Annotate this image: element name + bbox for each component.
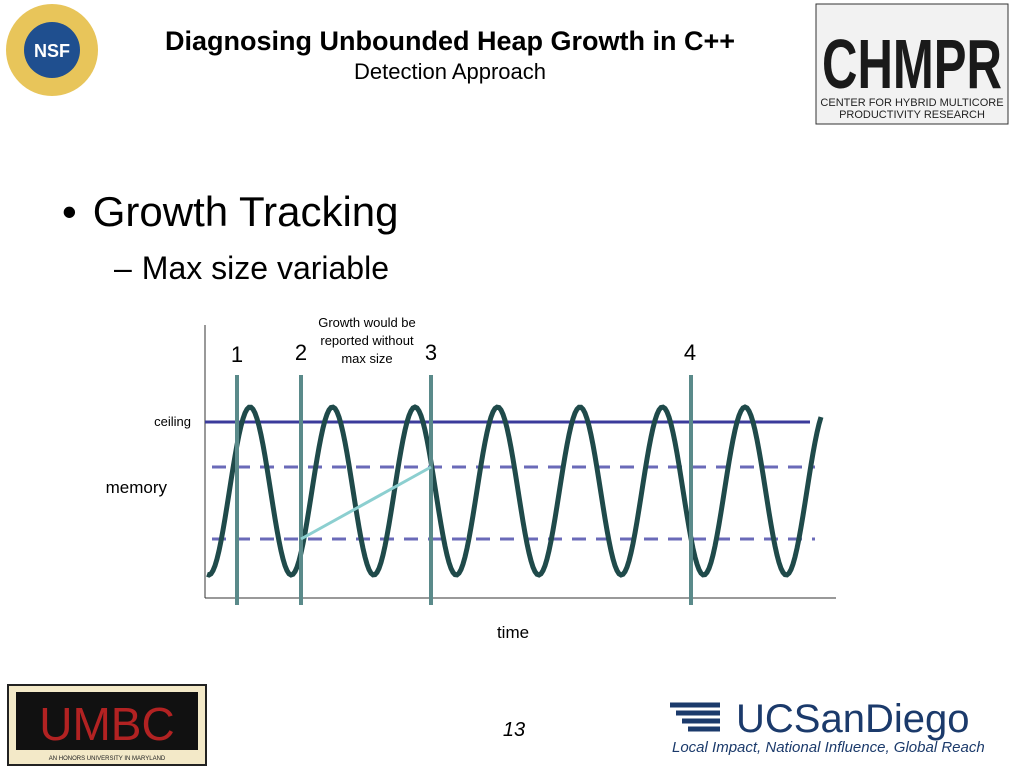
chmpr-caption: PRODUCTIVITY RESEARCH [839, 109, 985, 121]
nsf-text: NSF [34, 41, 70, 61]
marker-label: 3 [425, 340, 437, 365]
ucsd-tagline: Local Impact, National Influence, Global… [672, 739, 985, 756]
memory-wave [206, 404, 824, 578]
y-label: memory [106, 478, 168, 497]
bullet: • Growth Tracking [62, 188, 399, 235]
chmpr-logo: CHMPR CENTER FOR HYBRID MULTICORE PRODUC… [815, 3, 1009, 125]
subtitle: Detection Approach [353, 59, 547, 84]
x-label: time [497, 623, 529, 642]
diagram: 1 2 3 4 Growth would be reported without… [106, 315, 836, 642]
note: reported without [320, 333, 414, 348]
chmpr-text: CHMPR [822, 25, 1002, 103]
umbc-caption: AN HONORS UNIVERSITY IN MARYLAND [49, 756, 166, 762]
chmpr-caption: CENTER FOR HYBRID MULTICORE [820, 97, 1003, 109]
ucsd-logo: UCSanDiego Local Impact, National Influe… [670, 697, 985, 756]
sub-bullet-text: Max size variable [141, 250, 389, 286]
umbc-text: UMBC [39, 698, 174, 750]
growth-line [300, 465, 432, 541]
sub-bullet: – Max size variable [114, 250, 389, 286]
nsf-logo: NSF [6, 4, 98, 96]
ucsd-text: UCSanDiego [736, 697, 969, 741]
marker-label: 4 [684, 340, 696, 365]
marker-label: 1 [231, 342, 243, 367]
page-number: 13 [503, 719, 525, 741]
note: Growth would be [318, 315, 416, 330]
note: max size [341, 351, 392, 366]
bullet-text: Growth Tracking [92, 188, 399, 235]
marker-label: 2 [295, 340, 307, 365]
umbc-logo: UMBC AN HONORS UNIVERSITY IN MARYLAND [7, 684, 207, 766]
ceiling-label: ceiling [154, 414, 191, 429]
title: Diagnosing Unbounded Heap Growth in C++ [164, 26, 735, 56]
header: Diagnosing Unbounded Heap Growth in C++ … [100, 26, 800, 85]
